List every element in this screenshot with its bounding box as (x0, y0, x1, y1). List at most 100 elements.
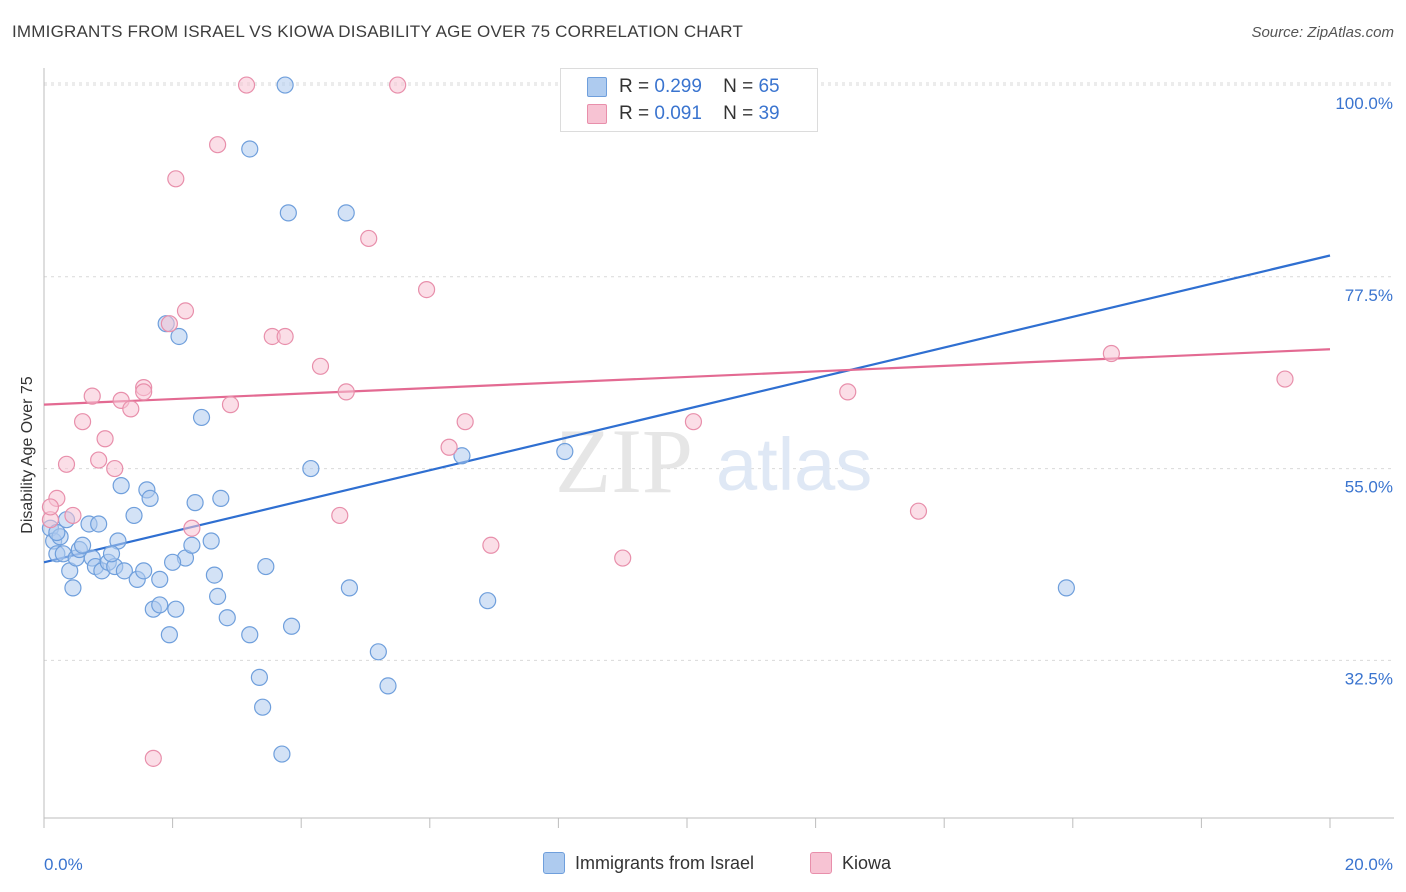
point-israel (340, 579, 359, 597)
point-kiowa (183, 519, 201, 537)
point-israel (241, 626, 259, 644)
n-label: N = (723, 103, 754, 124)
legend-item-israel[interactable]: Immigrants from Israel (543, 852, 754, 874)
point-kiowa (90, 451, 108, 469)
n-value-israel: 65 (758, 76, 780, 97)
point-israel (279, 204, 297, 222)
point-israel (379, 677, 397, 695)
point-kiowa (360, 229, 378, 248)
point-kiowa (331, 506, 349, 525)
point-israel (205, 566, 223, 584)
point-kiowa (73, 413, 92, 431)
y-axis-label: Disability Age Over 75 (19, 376, 36, 534)
legend-label-kiowa: Kiowa (842, 852, 892, 873)
trendline-kiowa (43, 348, 1331, 406)
point-kiowa (684, 413, 703, 431)
point-israel (257, 557, 275, 576)
point-israel (167, 600, 185, 618)
point-kiowa (135, 383, 153, 401)
point-kiowa (160, 315, 178, 333)
point-israel (479, 592, 497, 610)
point-israel (186, 494, 204, 512)
point-kiowa (209, 136, 227, 154)
watermark: ZIP atlas (555, 410, 872, 512)
point-kiowa (64, 506, 82, 525)
point-israel (160, 626, 178, 644)
x-tick-label: 20.0% (1345, 855, 1393, 874)
point-israel (112, 477, 130, 495)
point-israel (209, 587, 227, 606)
point-kiowa (456, 413, 474, 431)
point-israel (250, 668, 269, 686)
point-israel (151, 596, 169, 614)
point-israel (337, 204, 355, 222)
point-kiowa (176, 302, 195, 320)
point-kiowa (1276, 370, 1294, 388)
point-kiowa (83, 387, 101, 405)
data-points (41, 76, 1294, 767)
point-israel (302, 459, 320, 478)
point-kiowa (337, 383, 355, 401)
r-value-israel: 0.299 (654, 76, 702, 97)
point-israel (73, 536, 92, 554)
n-value-kiowa: 39 (758, 103, 780, 124)
watermark-atlas: atlas (716, 423, 872, 506)
point-kiowa (96, 430, 114, 448)
legend-label-israel: Immigrants from Israel (575, 852, 755, 873)
point-kiowa (909, 502, 928, 520)
legend-swatch-israel (543, 852, 565, 874)
point-israel (202, 532, 220, 550)
legend-swatch-israel (587, 77, 607, 97)
n-label: N = (723, 76, 754, 97)
point-israel (369, 643, 387, 661)
y-tick-label: 55.0% (1345, 478, 1393, 497)
point-kiowa (167, 170, 185, 188)
point-kiowa (614, 549, 632, 567)
point-israel (192, 408, 211, 427)
point-kiowa (57, 455, 76, 473)
point-israel (90, 515, 108, 533)
point-israel (282, 617, 301, 635)
point-israel (212, 489, 230, 507)
point-kiowa (106, 459, 124, 478)
correlation-legend: R = 0.299 N = 65 R = 0.091 N = 39 (560, 68, 818, 132)
point-israel (64, 579, 82, 597)
y-tick-label: 100.0% (1335, 94, 1393, 113)
point-kiowa (389, 76, 407, 94)
grid-lines (44, 82, 1394, 661)
point-israel (1057, 579, 1075, 597)
point-kiowa (41, 498, 60, 516)
point-kiowa (440, 438, 458, 456)
tick-labels: 32.5% 55.0% 77.5% 100.0% 0.0% 20.0% (44, 94, 1393, 874)
point-israel (151, 570, 169, 588)
legend-swatch-kiowa (810, 852, 832, 874)
point-kiowa (417, 280, 436, 299)
x-tick-label: 0.0% (44, 855, 83, 874)
point-kiowa (311, 357, 330, 375)
point-israel (170, 327, 188, 346)
point-israel (135, 562, 153, 580)
point-israel (556, 442, 574, 461)
point-israel (453, 447, 471, 465)
point-kiowa (482, 536, 500, 554)
point-kiowa (276, 327, 294, 346)
point-israel (183, 536, 201, 554)
point-israel (241, 140, 259, 158)
r-label: R = (619, 103, 650, 124)
point-israel (141, 489, 159, 507)
point-kiowa (221, 396, 240, 414)
point-israel (164, 553, 182, 571)
point-israel (276, 76, 294, 94)
y-tick-label: 77.5% (1345, 286, 1393, 305)
chart-title: IMMIGRANTS FROM ISRAEL VS KIOWA DISABILI… (12, 22, 744, 41)
watermark-zip: ZIP (555, 410, 693, 512)
r-value-kiowa: 0.091 (654, 103, 702, 124)
point-kiowa (839, 383, 857, 401)
legend-item-kiowa[interactable]: Kiowa (810, 852, 891, 874)
point-kiowa (144, 749, 162, 767)
point-israel (115, 562, 133, 580)
point-israel (125, 506, 143, 525)
y-tick-label: 32.5% (1345, 669, 1393, 688)
source-label: Source: ZipAtlas.com (1251, 24, 1394, 41)
